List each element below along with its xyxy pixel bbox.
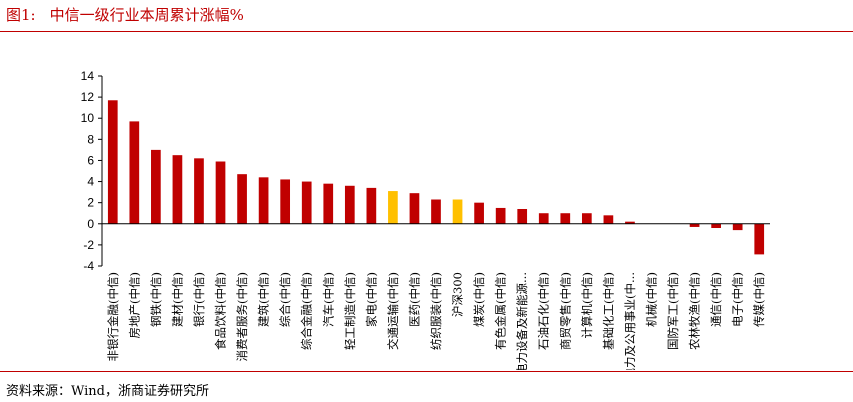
bars: [107, 100, 765, 255]
chart-title: 图1: 中信一级行业本周累计涨幅%: [6, 4, 244, 25]
bar: [538, 213, 549, 224]
y-tick-label: 0: [87, 217, 94, 231]
y-tick-label: 14: [81, 69, 95, 83]
bar: [452, 199, 463, 224]
bar: [517, 209, 528, 224]
x-category-label: 食品饮料(中信): [214, 272, 228, 350]
bar: [215, 161, 226, 224]
bar: [151, 149, 161, 224]
top-rule: [0, 31, 853, 32]
bar-chart: 14 12 10 8 6 4 2 0 -2 -4 非银行金融(中信) 房地产(中信) 钢铁(中信) 建材…: [81, 69, 770, 370]
bar: [689, 223, 700, 227]
x-category-label: 电力及公用事业(中...: [623, 272, 637, 370]
x-category-label: 银行(中信): [192, 272, 206, 327]
x-category-label: 综合金融(中信): [300, 272, 314, 350]
x-category-label: 家电(中信): [364, 272, 378, 327]
y-tick-label: 6: [87, 153, 94, 167]
bar: [409, 193, 420, 224]
x-category-label: 农林牧渔(中信): [688, 272, 702, 350]
bar: [258, 177, 269, 224]
y-axis: 14 12 10 8 6 4 2 0 -2 -4: [81, 69, 103, 273]
y-tick-label: 12: [81, 90, 95, 104]
bar: [280, 179, 291, 224]
x-category-label: 机械(中信): [644, 272, 658, 327]
bar: [603, 215, 614, 224]
bar: [431, 199, 441, 224]
x-category-label: 交通运输(中信): [386, 272, 400, 350]
x-category-label: 医药(中信): [407, 272, 421, 327]
bar: [107, 100, 118, 224]
x-category-label: 钢铁(中信): [149, 272, 163, 327]
x-category-label: 有色金属(中信): [494, 272, 508, 350]
bar: [366, 187, 377, 224]
bar: [732, 223, 743, 231]
x-category-label: 建筑(中信): [257, 272, 271, 327]
x-category-label: 国防军工(中信): [666, 272, 680, 350]
x-category-label: 消费者服务(中信): [235, 272, 249, 361]
x-category-label: 石油石化(中信): [537, 272, 551, 350]
x-category-label: 传媒(中信): [752, 272, 766, 327]
bar: [129, 121, 140, 224]
y-tick-label: -2: [83, 238, 94, 252]
bar: [711, 223, 721, 228]
x-category-label: 通信(中信): [709, 272, 723, 327]
bar: [495, 207, 506, 224]
figure-number: 图1:: [6, 6, 36, 24]
bar: [172, 155, 183, 224]
x-category-label: 纺织服装(中信): [429, 272, 443, 350]
x-category-label: 综合(中信): [278, 272, 292, 327]
source-note: 资料来源：Wind，浙商证券研究所: [6, 384, 209, 399]
y-tick-label: -4: [83, 259, 94, 273]
x-category-label: 建材(中信): [170, 272, 184, 327]
x-category-label: 沪深300: [451, 272, 465, 317]
x-category-label: 计算机(中信): [580, 272, 594, 338]
x-category-label: 轻工制造(中信): [343, 272, 357, 350]
x-category-label: 电力设备及新能源...: [515, 272, 529, 370]
x-category-label: 电子(中信): [731, 272, 745, 327]
y-tick-label: 2: [87, 196, 94, 210]
bar: [388, 191, 398, 224]
bar: [625, 221, 635, 224]
bar: [474, 202, 484, 224]
y-tick-label: 8: [87, 132, 94, 146]
x-category-label: 非银行金融(中信): [106, 272, 120, 361]
bar: [344, 185, 355, 224]
bar: [581, 213, 592, 224]
bar: [323, 183, 334, 224]
bar: [560, 213, 571, 224]
bar: [194, 158, 204, 224]
y-tick-label: 4: [87, 175, 94, 189]
x-category-label: 汽车(中信): [321, 272, 335, 327]
bar: [754, 223, 765, 255]
x-category-label: 房地产(中信): [127, 272, 141, 338]
x-category-label: 基础化工(中信): [601, 272, 615, 350]
x-category-label: 商贸零售(中信): [558, 272, 572, 350]
figure-title-text: 中信一级行业本周累计涨幅%: [49, 6, 244, 24]
bottom-rule: [0, 371, 853, 372]
bar: [237, 174, 247, 224]
x-axis: 非银行金融(中信) 房地产(中信) 钢铁(中信) 建材(中信) 银行(中信) 食品饮料(中…: [102, 223, 770, 370]
x-category-label: 煤炭(中信): [472, 272, 486, 327]
y-tick-label: 10: [81, 111, 95, 125]
bar: [301, 181, 312, 224]
